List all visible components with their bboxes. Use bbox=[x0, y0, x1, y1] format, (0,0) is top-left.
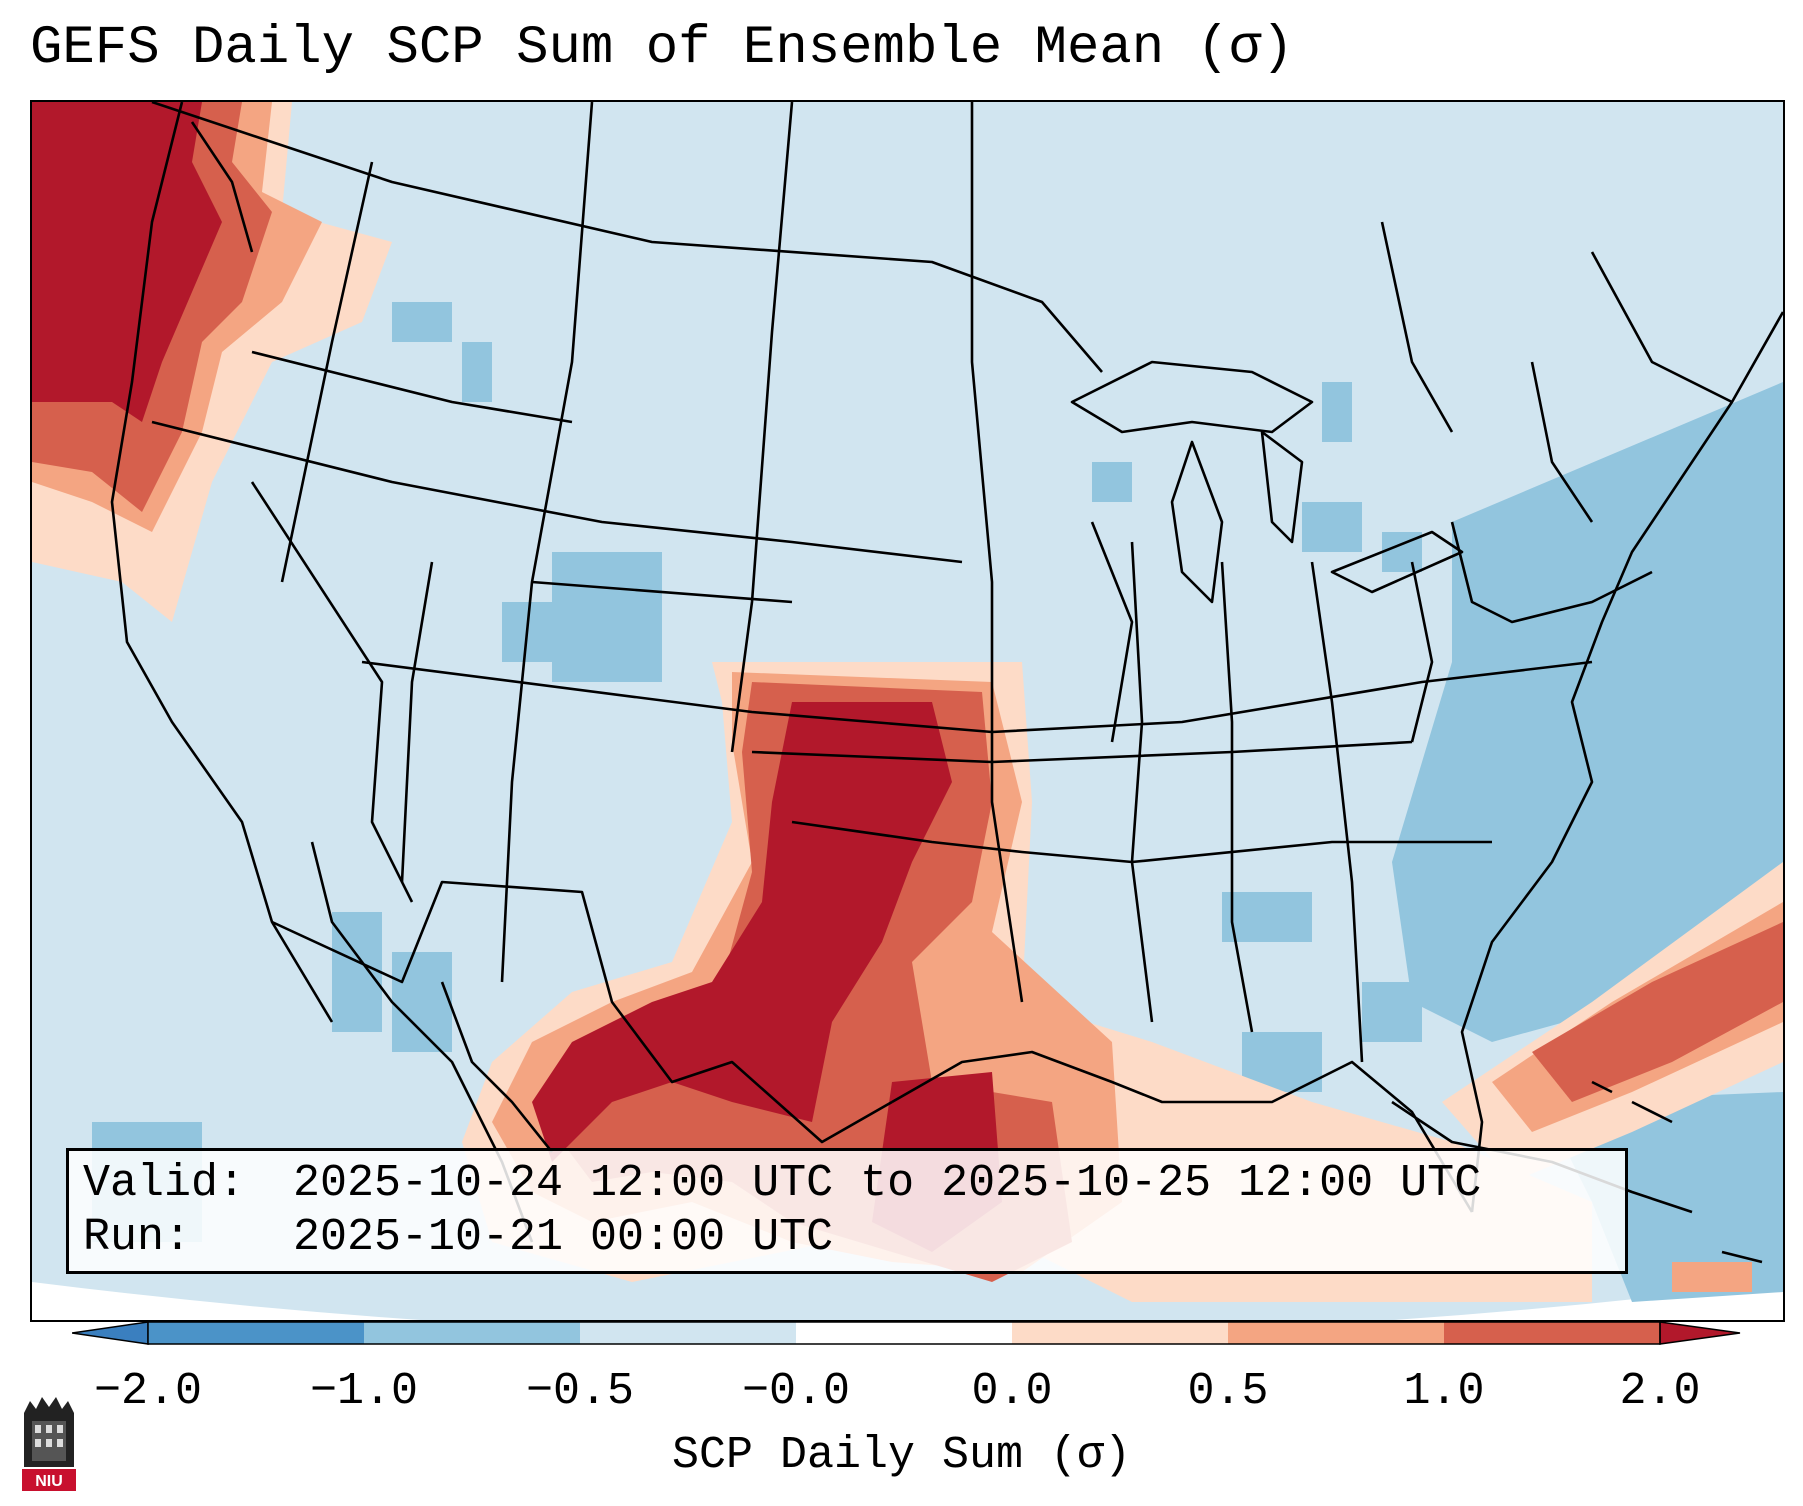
colorbar-tick: −0.0 bbox=[741, 1366, 851, 1417]
map-panel bbox=[30, 100, 1785, 1322]
colorbar bbox=[72, 1321, 1741, 1345]
colorbar-bin bbox=[1012, 1322, 1228, 1344]
colorbar-bin bbox=[364, 1322, 580, 1344]
map-title: GEFS Daily SCP Sum of Ensemble Mean (σ) bbox=[30, 18, 1294, 79]
run-time: 2025-10-21 00:00 UTC bbox=[293, 1212, 834, 1263]
valid-info-box: Valid: 2025-10-24 12:00 UTC to 2025-10-25… bbox=[66, 1148, 1628, 1274]
colorbar-tick: 0.5 bbox=[1187, 1366, 1269, 1417]
colorbar-bin bbox=[148, 1322, 364, 1344]
colorbar-bin bbox=[580, 1322, 796, 1344]
colorbar-over-arrow bbox=[1659, 1321, 1741, 1345]
colorbar-bin bbox=[1444, 1322, 1660, 1344]
scp-map bbox=[32, 102, 1783, 1320]
negative-anomaly-areas bbox=[92, 302, 1783, 1302]
valid-label: Valid: bbox=[83, 1158, 246, 1209]
valid-time-range: 2025-10-24 12:00 UTC to 2025-10-25 12:00… bbox=[293, 1158, 1482, 1209]
colorbar-tick: −1.0 bbox=[309, 1366, 419, 1417]
colorbar-tick: −0.5 bbox=[525, 1366, 635, 1417]
colorbar-bin bbox=[796, 1322, 1012, 1344]
colorbar-tick: 2.0 bbox=[1619, 1366, 1701, 1417]
colorbar-under-arrow bbox=[72, 1321, 149, 1345]
colorbar-tick: 1.0 bbox=[1403, 1366, 1485, 1417]
run-label: Run: bbox=[83, 1212, 192, 1263]
colorbar-tick: −2.0 bbox=[93, 1366, 203, 1417]
colorbar-tick: 0.0 bbox=[971, 1366, 1053, 1417]
colorbar-bin bbox=[1228, 1322, 1444, 1344]
colorbar-label: SCP Daily Sum (σ) bbox=[671, 1430, 1132, 1481]
geographic-boundaries bbox=[110, 102, 1783, 1264]
niu-logo-icon: NIU bbox=[22, 1397, 76, 1491]
niu-logo-text: NIU bbox=[35, 1473, 63, 1490]
projection-edge bbox=[32, 1282, 1783, 1320]
